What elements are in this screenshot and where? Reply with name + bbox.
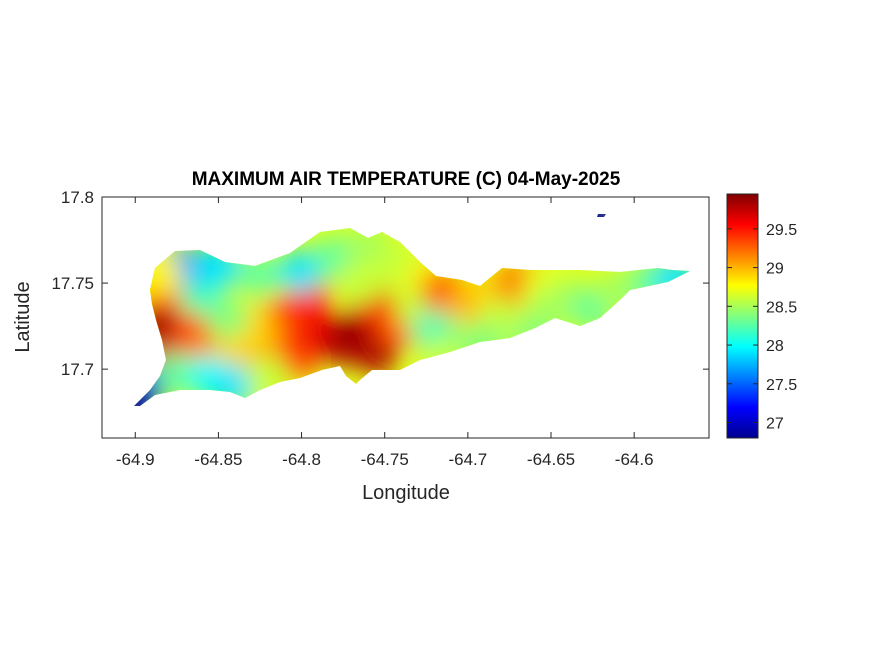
y-tick-label: 17.75 [51,274,94,293]
colorbar [726,193,759,439]
field-point-45 [154,352,199,397]
y-tick-label: 17.7 [61,360,94,379]
colorbar-tick-label: 28.5 [766,299,797,316]
field-point-25 [337,261,382,306]
x-tick-label: -64.85 [194,450,242,469]
colorbar-ticks: 27 27.5 28 28.5 29 29.5 [727,222,797,433]
colorbar-tick-label: 27 [766,416,784,433]
colorbar-tick-label: 29 [766,261,784,278]
x-tick-label: -64.6 [615,450,654,469]
colorbar-tick-label: 27.5 [766,377,797,394]
x-tick-label: -64.8 [282,450,321,469]
y-axis-label: Latitude [12,281,34,352]
chart-title: MAXIMUM AIR TEMPERATURE (C) 04-May-2025 [192,169,621,190]
colorbar-tick-label: 29.5 [766,222,797,239]
x-tick-label: -64.75 [361,450,409,469]
y-tick-label: 17.8 [61,188,94,207]
x-axis-label: Longitude [362,482,450,504]
x-axis: -64.9 -64.85 -64.8 -64.75 -64.7 -64.65 -64.6 [116,197,654,469]
y-axis: 17.7 17.75 17.8 [51,188,709,379]
field-point-24 [346,223,391,268]
field-point-22 [279,249,324,294]
x-tick-label: -64.7 [448,450,487,469]
x-tick-label: -64.65 [527,450,575,469]
colorbar-tick-label: 28 [766,338,784,355]
x-tick-label: -64.9 [116,450,155,469]
